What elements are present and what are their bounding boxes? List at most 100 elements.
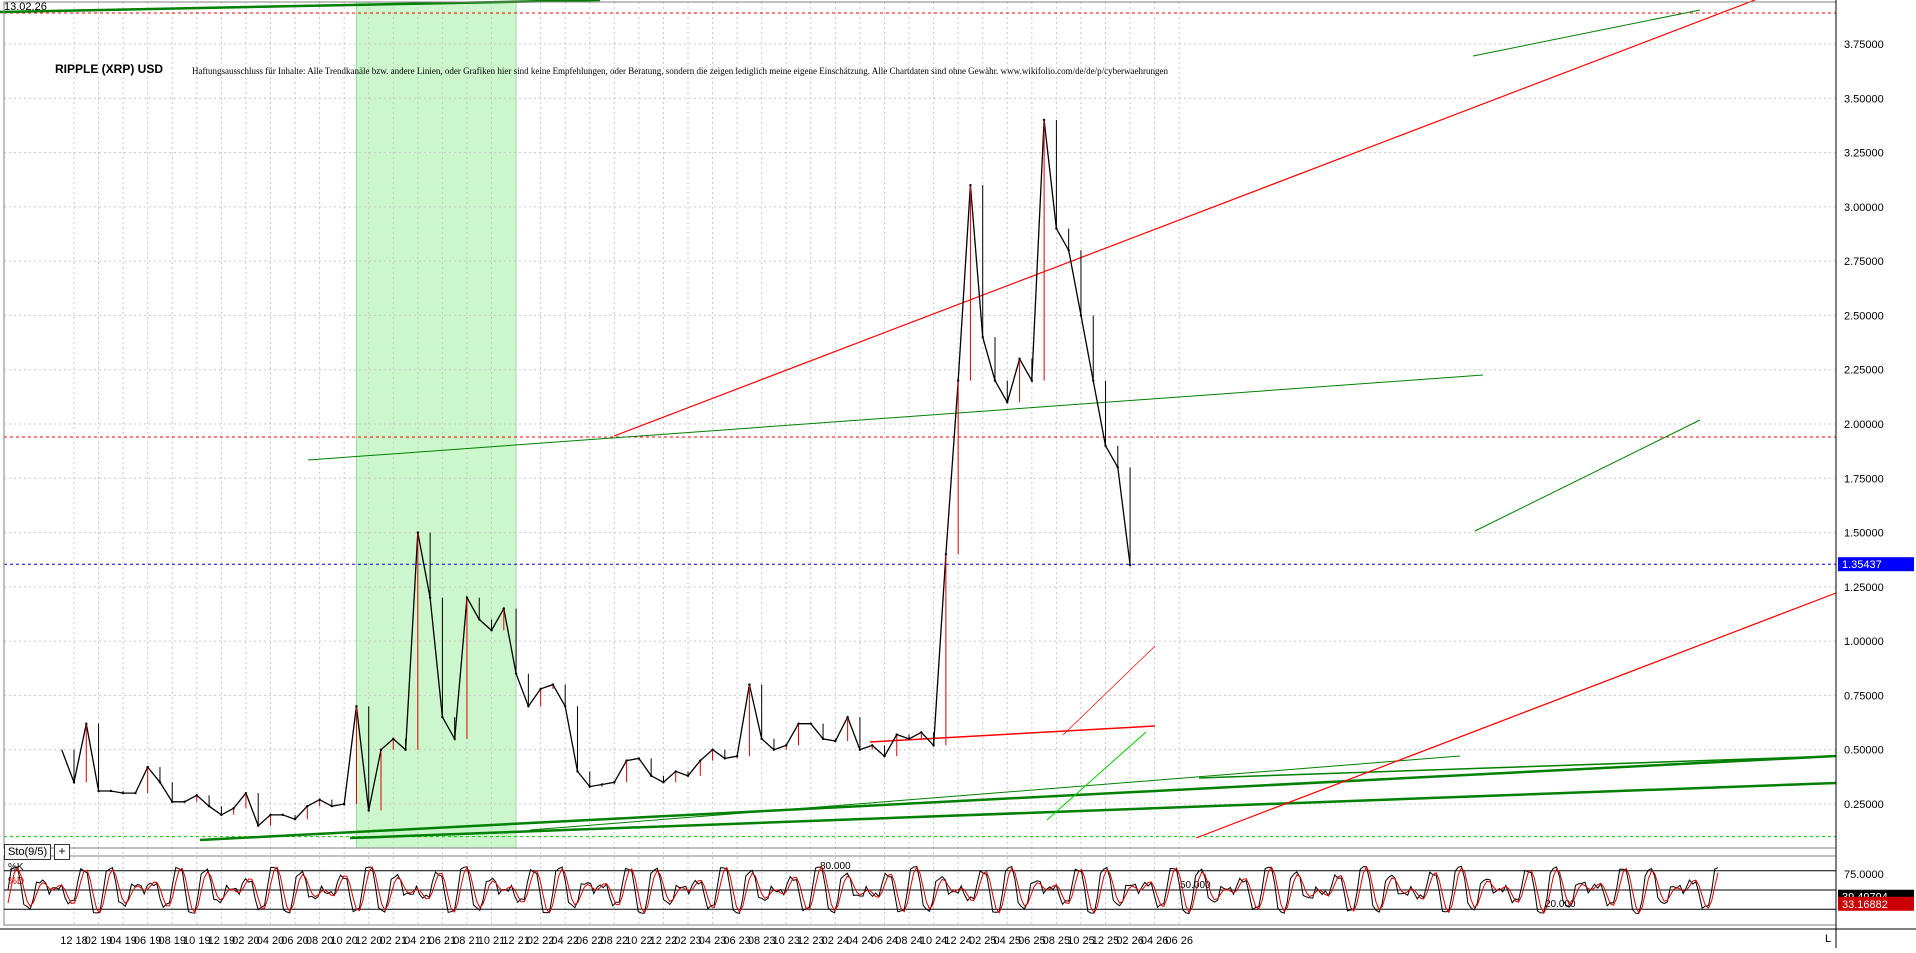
price-point <box>183 800 186 804</box>
x-tick-label: 06 24 <box>871 935 899 947</box>
price-point <box>613 781 616 784</box>
price-point <box>858 748 862 751</box>
x-tick-label: 10 21 <box>478 935 506 947</box>
price-point <box>207 804 211 808</box>
price-point <box>932 744 935 747</box>
price-point <box>269 813 272 817</box>
x-tick-label: 10 22 <box>625 935 653 947</box>
x-tick-label: 12 21 <box>502 935 530 947</box>
price-point <box>306 804 309 808</box>
price-point <box>97 789 100 793</box>
x-tick-label: 12 23 <box>797 935 825 947</box>
price-line <box>61 119 1131 827</box>
price-point <box>109 789 113 793</box>
price-point <box>711 748 714 751</box>
chart-title: RIPPLE (XRP) USD <box>55 62 164 76</box>
price-point <box>821 737 825 741</box>
price-point <box>735 755 739 758</box>
corner-label: L <box>1825 933 1832 945</box>
price-point <box>416 531 420 534</box>
price-point <box>527 705 530 708</box>
price-point <box>379 748 383 751</box>
price-point <box>649 774 653 777</box>
price-point <box>969 183 972 187</box>
indicator-button[interactable]: Sto(9/5) <box>4 844 52 860</box>
price-point <box>72 781 76 784</box>
x-tick-label: 04 26 <box>1141 935 1169 947</box>
resistance-trendline <box>869 725 1156 743</box>
x-tick-label: 12 22 <box>650 935 678 947</box>
price-point <box>662 781 665 784</box>
price-point <box>1067 249 1070 252</box>
price-point <box>428 596 432 599</box>
price-point <box>637 757 641 760</box>
price-point <box>195 794 198 797</box>
price-point <box>907 737 911 741</box>
price-point <box>1030 379 1034 382</box>
price-point <box>956 379 960 382</box>
price-point <box>453 737 456 741</box>
price-point <box>576 770 579 773</box>
y-tick-label: 1.00000 <box>1844 636 1884 648</box>
background-layer <box>356 1 517 849</box>
price-point <box>220 813 223 817</box>
x-tick-label: 12 19 <box>208 935 236 947</box>
disclaimer-text: Haftungsausschluss für Inhalte: Alle Tre… <box>192 66 1169 76</box>
price-point <box>342 802 346 806</box>
x-tick-label: 12 20 <box>355 935 383 947</box>
x-tick-label: 12 24 <box>944 935 972 947</box>
x-tick-label: 08 21 <box>453 935 481 947</box>
current-price-badge <box>1838 557 1914 572</box>
stochastic-panel: 80.00050.00020.00075.0000%K%D39.4979433.… <box>4 861 1914 915</box>
price-point <box>699 759 702 762</box>
x-tick-label: 08 23 <box>748 935 776 947</box>
x-tick-label: 08 19 <box>158 935 186 947</box>
x-tick-label: 10 25 <box>1067 935 1095 947</box>
price-point <box>809 722 812 725</box>
price-point <box>883 755 886 758</box>
x-tick-label: 08 22 <box>601 935 629 947</box>
price-point <box>85 722 88 725</box>
add-indicator-button[interactable]: + <box>54 844 70 860</box>
stochastic-level-label: 50.000 <box>1180 880 1211 891</box>
y-tick-label: 2.25000 <box>1844 365 1884 377</box>
x-tick-label: 04 20 <box>257 935 285 947</box>
x-tick-label: 04 25 <box>994 935 1022 947</box>
x-tick-label: 10 20 <box>330 935 358 947</box>
price-point <box>257 824 260 827</box>
support-trendline <box>1198 755 1837 779</box>
y-tick-label: 3.25000 <box>1844 148 1884 160</box>
y-tick-label: 1.50000 <box>1844 528 1884 540</box>
price-point <box>1018 357 1021 361</box>
price-point <box>539 687 542 691</box>
x-tick-label: 10 23 <box>772 935 800 947</box>
price-point <box>441 715 444 719</box>
price-point <box>171 800 174 804</box>
price-point <box>146 765 149 769</box>
price-point <box>993 379 997 382</box>
support-trendline <box>199 754 1837 842</box>
x-tick-label: 04 23 <box>699 935 727 947</box>
price-point <box>1006 401 1009 404</box>
stochastic-d-line <box>7 865 1719 915</box>
header-date: 13.02.26 <box>4 1 47 13</box>
x-tick-label: 04 22 <box>551 935 579 947</box>
y-tick-label: 0.25000 <box>1844 799 1884 811</box>
price-point <box>674 770 677 773</box>
support-trendline <box>349 781 1837 840</box>
price-point <box>392 737 395 741</box>
price-point <box>1079 314 1083 317</box>
price-point <box>404 748 407 751</box>
price-point <box>846 715 849 719</box>
y-tick-label: 0.75000 <box>1844 690 1884 702</box>
y-tick-label: 3.00000 <box>1844 202 1884 214</box>
price-point <box>686 774 690 777</box>
price-point <box>1092 379 1095 382</box>
price-point <box>465 596 469 599</box>
price-point <box>871 744 874 747</box>
x-tick-label: 02 24 <box>822 935 850 947</box>
x-tick-label: 08 25 <box>1043 935 1071 947</box>
x-tick-label: 10 24 <box>920 935 948 947</box>
price-point <box>244 791 248 795</box>
